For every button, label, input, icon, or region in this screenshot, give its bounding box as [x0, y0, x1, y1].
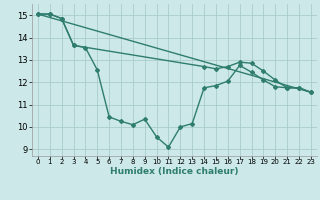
X-axis label: Humidex (Indice chaleur): Humidex (Indice chaleur) [110, 167, 239, 176]
